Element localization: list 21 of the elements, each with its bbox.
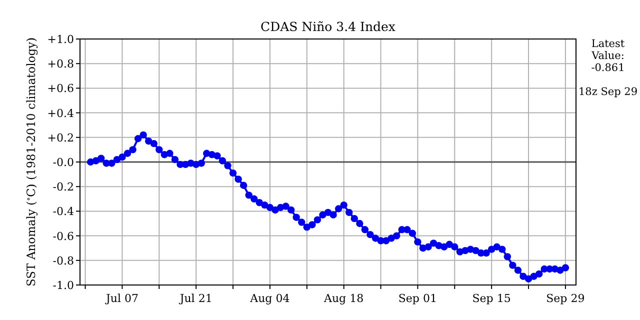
y-tick-label: +1.0	[47, 33, 74, 46]
text: 18z Sep 29	[578, 86, 638, 98]
x-tick-label: Aug 18	[323, 292, 364, 305]
y-tick-label: -0.2	[52, 180, 74, 194]
y-tick-label: +0.8	[47, 58, 74, 71]
y-tick-label: +0.2	[47, 131, 74, 144]
text: Latest Value: -0.861	[590, 38, 626, 74]
x-tick-label: Sep 29	[546, 292, 585, 305]
chart-title: CDAS Niño 3.4 Index	[260, 19, 396, 34]
x-tick-label: Sep 15	[472, 292, 511, 305]
x-tick-label: Jul 07	[104, 292, 138, 305]
y-tick-label: -1.0	[52, 279, 74, 292]
x-tick-label: Aug 04	[249, 292, 290, 305]
y-tick-label: +0.6	[47, 82, 74, 96]
y-tick-label: -0.6	[52, 230, 74, 243]
x-tick-label: Jul 21	[178, 292, 212, 305]
y-tick-label: -0.8	[52, 254, 74, 268]
y-tick-label: +0.4	[47, 106, 74, 120]
x-tick-label: Sep 01	[398, 292, 437, 305]
y-tick-label: -0.0	[52, 156, 74, 169]
y-tick-label: -0.4	[52, 205, 74, 218]
